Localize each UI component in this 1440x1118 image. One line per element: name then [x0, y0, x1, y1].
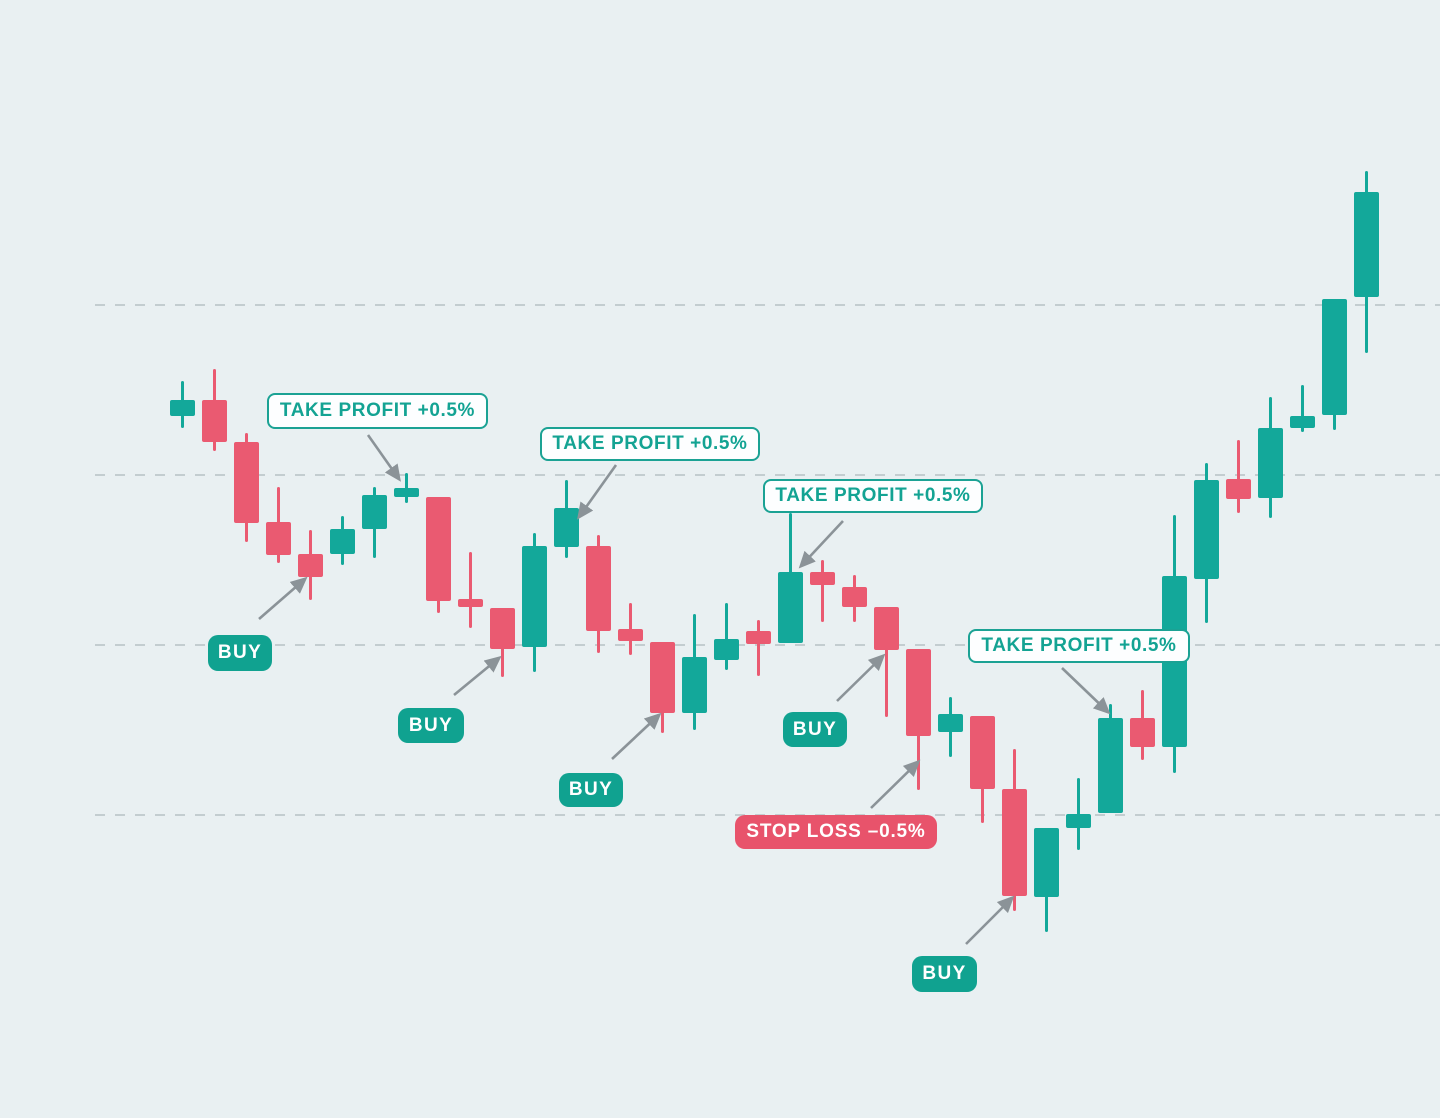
candle-body-up	[1321, 299, 1347, 415]
annotation-arrow	[965, 895, 1015, 945]
candle-body-up	[1257, 428, 1283, 498]
candle-body-down	[1001, 789, 1027, 896]
candle-body-up	[777, 572, 803, 643]
candle-wick	[884, 607, 888, 717]
candle-body-up	[1289, 416, 1315, 428]
candle-body-up	[713, 639, 739, 660]
candle-body-down	[1129, 718, 1155, 747]
candle-body-down	[617, 629, 643, 641]
annotation-arrow	[258, 576, 308, 620]
candle-body-up	[553, 508, 579, 547]
buy-badge: BUY	[398, 708, 464, 743]
annotation-arrow	[366, 434, 401, 482]
annotation-arrow	[798, 520, 844, 569]
annotation-arrow	[611, 712, 662, 760]
candle-body-down	[457, 599, 483, 607]
candle-body-down	[201, 400, 227, 442]
annotation-arrow	[836, 653, 886, 702]
take-profit-badge: TAKE PROFIT +0.5%	[968, 629, 1190, 663]
candle-body-down	[297, 554, 323, 577]
candle-body-up	[393, 488, 419, 497]
annotation-arrow	[577, 464, 618, 520]
candle-body-down	[873, 607, 899, 650]
candle-wick	[756, 620, 760, 676]
buy-badge: BUY	[912, 956, 977, 992]
buy-badge: BUY	[208, 635, 272, 671]
candle-wick	[1300, 385, 1304, 432]
take-profit-badge: TAKE PROFIT +0.5%	[763, 479, 983, 513]
annotation-arrow	[870, 759, 921, 809]
candle-body-up	[361, 495, 387, 529]
take-profit-badge: TAKE PROFIT +0.5%	[540, 427, 760, 461]
candle-body-up	[1193, 480, 1219, 579]
candle-body-down	[745, 631, 771, 644]
candle-body-down	[489, 608, 515, 649]
candle-body-up	[681, 657, 707, 713]
candle-body-down	[905, 649, 931, 736]
candle-body-down	[809, 572, 835, 585]
annotation-arrow	[453, 655, 502, 697]
candle-body-down	[425, 497, 451, 601]
candle-wick	[1236, 440, 1240, 513]
candle-body-down	[585, 546, 611, 631]
candle-body-up	[329, 529, 355, 554]
candle-body-down	[1225, 479, 1251, 499]
candle-body-up	[1097, 718, 1123, 813]
candle-body-up	[1353, 192, 1379, 297]
candle-wick	[468, 552, 472, 628]
gridline	[95, 304, 1440, 306]
candle-body-down	[233, 442, 259, 523]
candle-body-down	[969, 716, 995, 789]
candle-wick	[820, 560, 824, 622]
take-profit-badge: TAKE PROFIT +0.5%	[267, 393, 488, 429]
candle-body-up	[937, 714, 963, 732]
candle-body-up	[521, 546, 547, 647]
candle-body-down	[841, 587, 867, 607]
candle-body-up	[169, 400, 195, 416]
buy-badge: BUY	[783, 712, 847, 747]
candle-body-down	[265, 522, 291, 555]
candle-body-up	[1033, 828, 1059, 897]
stop-loss-badge: STOP LOSS –0.5%	[735, 815, 937, 849]
gridline	[95, 644, 1440, 646]
buy-badge: BUY	[559, 773, 623, 807]
gridline	[95, 474, 1440, 476]
candle-body-down	[649, 642, 675, 713]
annotation-arrow	[1061, 667, 1111, 715]
candle-body-up	[1065, 814, 1091, 828]
candle-wick	[724, 603, 728, 670]
